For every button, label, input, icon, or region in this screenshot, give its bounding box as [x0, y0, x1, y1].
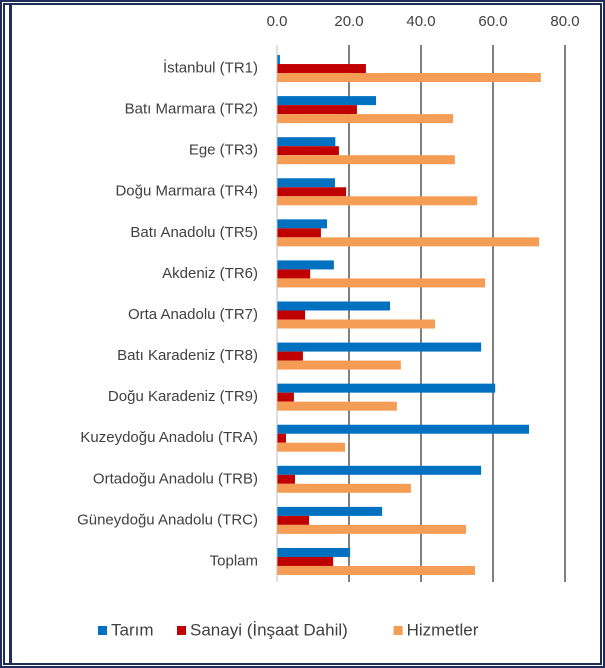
x-tick-label: 20.0: [334, 13, 363, 30]
x-tick-label: 0.0: [267, 13, 288, 30]
x-tick-label: 40.0: [406, 13, 435, 30]
legend-label: Hizmetler: [407, 620, 479, 639]
bar: [277, 342, 482, 352]
legend-swatch: [177, 626, 186, 635]
x-tick-label: 60.0: [478, 13, 507, 30]
bar: [277, 360, 401, 370]
bar: [277, 196, 478, 206]
bar: [277, 114, 454, 124]
y-tick-label: İstanbul (TR1): [163, 59, 258, 77]
legend-label: Sanayi (İnşaat Dahil): [190, 620, 348, 639]
bar: [277, 351, 303, 361]
frame-bar: [9, 4, 12, 664]
frame-inner: [3, 3, 602, 665]
bar: [277, 565, 475, 575]
y-tick-label: Güneydoğu Anadolu (TRC): [77, 511, 258, 528]
y-tick-label: Orta Anadolu (TR7): [128, 306, 258, 323]
bar: [277, 515, 310, 525]
bar: [277, 547, 351, 557]
bar: [277, 483, 411, 493]
bar: [277, 187, 347, 197]
y-tick-label: Toplam: [210, 552, 258, 569]
bar: [277, 73, 541, 83]
bar: [277, 401, 397, 411]
bar: [277, 301, 391, 311]
y-tick-label: Kuzeydoğu Anadolu (TRA): [80, 429, 258, 446]
bar: [277, 506, 383, 516]
legend-swatch: [98, 626, 107, 635]
y-tick-label: Batı Marmara (TR2): [125, 101, 258, 118]
y-tick-label: Akdeniz (TR6): [162, 265, 258, 282]
bar: [277, 228, 321, 238]
bar: [277, 424, 529, 434]
bar: [277, 237, 540, 247]
y-tick-label: Batı Karadeniz (TR8): [117, 347, 258, 364]
bar: [277, 178, 335, 188]
bar: [277, 474, 295, 484]
bar: [277, 155, 455, 165]
bar: [277, 219, 328, 229]
bar: [277, 137, 336, 147]
legend-swatch: [393, 626, 403, 635]
bar: [277, 524, 466, 534]
bar: [277, 319, 436, 329]
bar: [277, 55, 280, 65]
bar: [277, 310, 306, 320]
bar: [277, 146, 339, 156]
bar: [277, 278, 486, 288]
bar: [277, 96, 376, 106]
bar: [277, 105, 357, 115]
bar: [277, 269, 311, 279]
y-tick-label: Ortadoğu Anadolu (TRB): [93, 470, 258, 487]
bar: [277, 392, 294, 402]
bar: [277, 433, 286, 443]
bar: [277, 465, 482, 475]
x-tick-label: 80.0: [550, 13, 579, 30]
bar: [277, 442, 346, 452]
y-tick-label: Doğu Karadeniz (TR9): [108, 388, 258, 405]
y-tick-label: Ege (TR3): [189, 142, 258, 159]
bar: [277, 556, 334, 566]
bar: [277, 383, 496, 393]
y-tick-label: Batı Anadolu (TR5): [130, 224, 258, 241]
bar: [277, 260, 334, 270]
legend-label: Tarım: [111, 620, 154, 639]
bar: [277, 64, 366, 74]
y-tick-label: Doğu Marmara (TR4): [115, 183, 258, 200]
